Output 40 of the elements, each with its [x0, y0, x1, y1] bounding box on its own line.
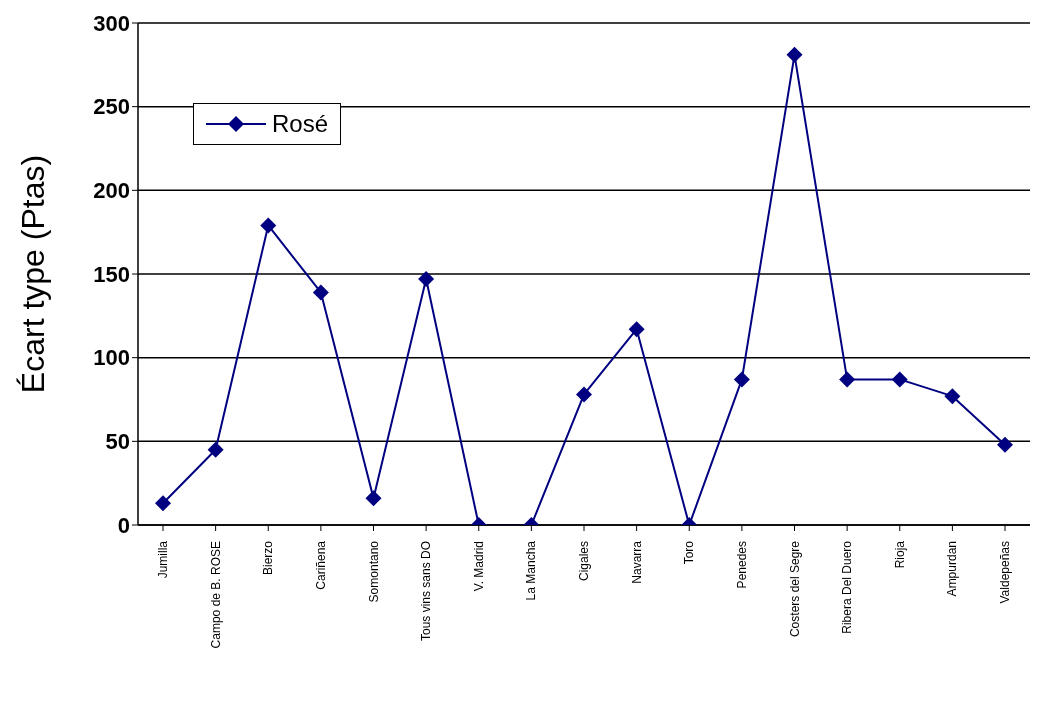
x-tick-label: Tous vins sans DO [419, 541, 434, 642]
point [997, 436, 1013, 453]
x-tick-label: Ribera Del Duero [840, 540, 855, 634]
point [312, 284, 329, 301]
x-tick-label: La Mancha [524, 540, 539, 601]
point [260, 217, 277, 234]
x-tick-label: Jumilla [156, 540, 170, 579]
point [365, 490, 382, 507]
y-tick-label: 250 [93, 94, 130, 120]
point [155, 495, 171, 512]
y-tick-label: 50 [105, 429, 130, 455]
y-tick-label: 100 [93, 345, 130, 371]
x-tick-label: Bierzo [261, 540, 276, 576]
x-tick-label: Somontano [366, 540, 381, 603]
x-tick-label: Penedes [734, 541, 749, 589]
point [944, 388, 961, 405]
y-tick-label: 0 [117, 512, 130, 538]
point [786, 46, 803, 63]
x-tick-label: Cariñena [313, 540, 328, 590]
point [839, 371, 856, 388]
point [418, 271, 435, 288]
point [891, 371, 908, 388]
x-tick-label: Navarra [629, 540, 644, 584]
y-axis-title: Écart type (Ptas) [15, 154, 52, 394]
legend-label: Rosé [272, 110, 329, 138]
x-tick-label: Cigales [577, 541, 591, 582]
x-tick-label: Costers del Segre [787, 540, 802, 638]
x-tick-label: Ampurdan [945, 541, 960, 597]
x-tick-label: Toro [682, 540, 697, 565]
point [207, 441, 224, 458]
x-tick-label: Campo de B. ROSE [208, 541, 223, 649]
y-tick-label: 300 [93, 10, 130, 36]
y-tick-label: 200 [93, 178, 130, 204]
x-tick-label: Rioja [892, 540, 907, 569]
point [576, 386, 592, 403]
x-tick-label: V. Madrid [471, 541, 486, 592]
x-tick-label: Valdepeñas [998, 541, 1012, 604]
point [733, 371, 750, 388]
y-tick-label: 150 [93, 261, 130, 287]
point [628, 321, 645, 338]
